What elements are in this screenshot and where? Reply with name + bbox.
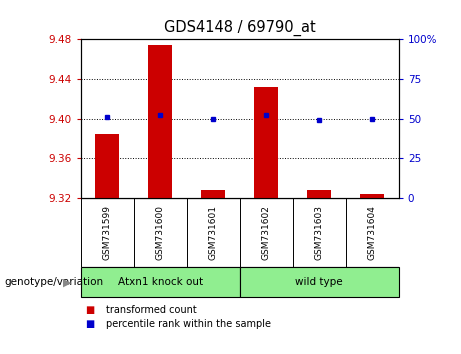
Text: GSM731602: GSM731602 bbox=[262, 205, 271, 260]
Bar bbox=[254, 87, 278, 198]
Title: GDS4148 / 69790_at: GDS4148 / 69790_at bbox=[164, 20, 316, 36]
Text: GSM731604: GSM731604 bbox=[368, 205, 377, 260]
Text: transformed count: transformed count bbox=[106, 305, 197, 315]
Text: ■: ■ bbox=[85, 305, 95, 315]
Bar bbox=[201, 190, 225, 198]
Text: ■: ■ bbox=[85, 319, 95, 329]
Text: wild type: wild type bbox=[296, 277, 343, 287]
Text: GSM731601: GSM731601 bbox=[209, 205, 218, 260]
Text: Atxn1 knock out: Atxn1 knock out bbox=[118, 277, 203, 287]
Text: genotype/variation: genotype/variation bbox=[5, 277, 104, 287]
Text: percentile rank within the sample: percentile rank within the sample bbox=[106, 319, 271, 329]
Bar bbox=[148, 45, 172, 198]
Bar bbox=[240, 267, 399, 297]
Bar bbox=[307, 190, 331, 198]
Bar bbox=[81, 267, 240, 297]
Bar bbox=[95, 133, 119, 198]
Bar bbox=[361, 194, 384, 198]
Text: GSM731603: GSM731603 bbox=[315, 205, 324, 260]
Text: GSM731599: GSM731599 bbox=[103, 205, 112, 260]
Text: GSM731600: GSM731600 bbox=[156, 205, 165, 260]
Text: ▶: ▶ bbox=[63, 277, 71, 287]
